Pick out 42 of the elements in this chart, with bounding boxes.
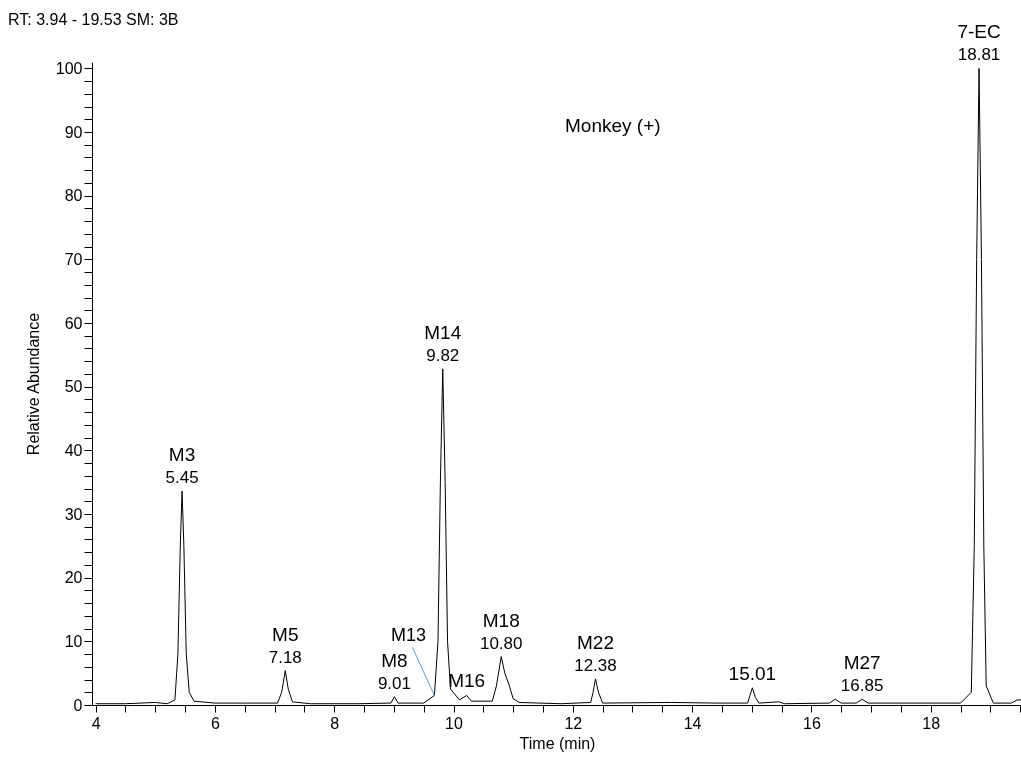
y-tick-label: 10 — [64, 632, 83, 650]
y-axis-title: Relative Abundance — [24, 312, 42, 456]
annotation: 15.01 — [728, 662, 777, 684]
x-tick-label: 16 — [803, 714, 821, 732]
annotation: M8 — [381, 649, 408, 671]
annotation: 10.80 — [479, 633, 523, 653]
annotation: 16.85 — [840, 676, 884, 696]
x-tick-label: 12 — [564, 714, 583, 732]
y-tick-label: 80 — [64, 187, 83, 205]
annotation: 7-EC — [957, 21, 1001, 43]
annotation: 12.38 — [574, 655, 617, 675]
y-tick-label: 90 — [64, 123, 83, 141]
x-axis-title: Time (min) — [519, 734, 596, 752]
annotation: 5.45 — [165, 468, 199, 488]
x-tick-label: 10 — [445, 714, 463, 732]
annotation: M14 — [424, 321, 462, 343]
annotation: M22 — [576, 631, 614, 653]
annotation: 7.18 — [268, 647, 302, 667]
x-tick-label: 8 — [330, 714, 340, 732]
y-tick-label: 30 — [64, 505, 83, 523]
annotation: M3 — [168, 444, 196, 466]
x-tick-label: 18 — [922, 714, 941, 732]
chart-title: RT: 3.94 - 19.53 SM: 3B — [8, 11, 179, 28]
y-tick-label: 100 — [55, 59, 83, 77]
annotation: M27 — [843, 652, 881, 674]
x-tick-label: 4 — [91, 714, 101, 732]
annotation: 9.82 — [426, 345, 460, 365]
annotation: M18 — [482, 609, 520, 631]
annotation: M13 — [390, 625, 426, 646]
x-tick-label: 14 — [683, 714, 702, 732]
y-tick-label: 40 — [64, 441, 83, 459]
annotation: 18.81 — [957, 45, 1001, 65]
x-tick-label: 6 — [210, 714, 220, 732]
annotation: Monkey (+) — [565, 115, 661, 137]
y-tick-label: 0 — [73, 696, 83, 714]
y-tick-label: 70 — [64, 250, 83, 268]
annotation: M5 — [272, 623, 299, 645]
y-tick-label: 60 — [64, 314, 83, 332]
annotation: M16 — [448, 670, 486, 692]
annotation: 9.01 — [377, 673, 411, 693]
y-tick-label: 20 — [64, 569, 83, 587]
y-tick-label: 50 — [64, 378, 83, 396]
